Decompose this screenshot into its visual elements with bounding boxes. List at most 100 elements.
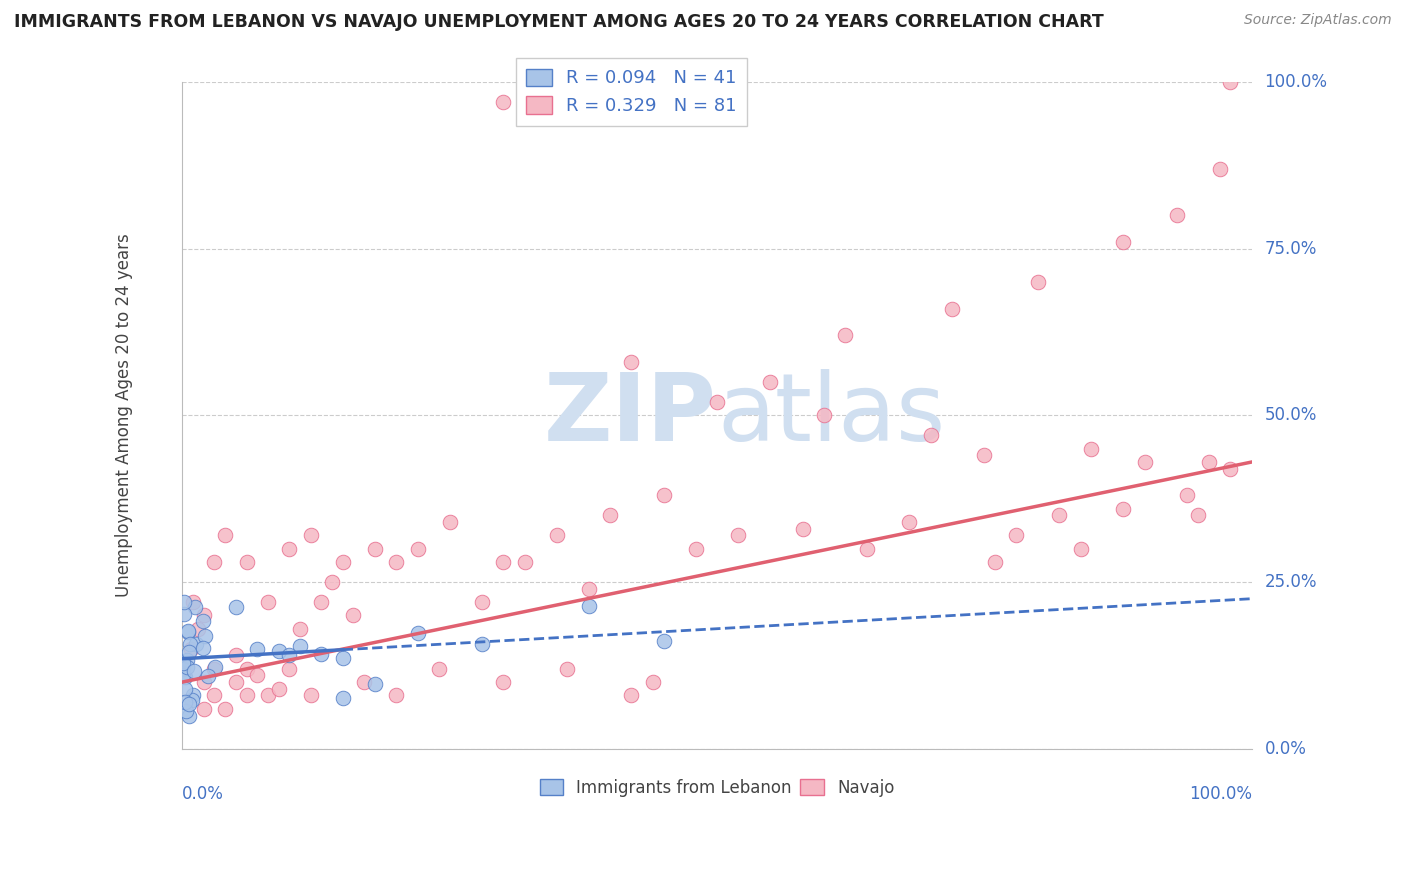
- Point: [706, 395, 728, 409]
- Point: [727, 528, 749, 542]
- Point: [191, 640, 214, 655]
- Text: atlas: atlas: [717, 369, 945, 461]
- Text: 0.0%: 0.0%: [1264, 739, 1306, 757]
- Point: [246, 641, 269, 656]
- Point: [321, 575, 343, 590]
- Text: Unemployment Among Ages 20 to 24 years: Unemployment Among Ages 20 to 24 years: [114, 234, 132, 598]
- Point: [471, 637, 494, 651]
- Point: [332, 650, 354, 665]
- Point: [179, 637, 201, 651]
- Point: [439, 515, 461, 529]
- Point: [578, 582, 600, 596]
- Point: [1198, 455, 1220, 469]
- Point: [257, 595, 280, 609]
- Point: [471, 595, 494, 609]
- Point: [427, 662, 450, 676]
- Point: [267, 681, 290, 696]
- Point: [599, 508, 621, 523]
- Point: [172, 668, 194, 682]
- Point: [1047, 508, 1070, 523]
- Point: [176, 704, 198, 718]
- Point: [813, 409, 835, 423]
- Point: [364, 541, 387, 556]
- Point: [1112, 235, 1135, 249]
- Point: [257, 689, 280, 703]
- Point: [578, 599, 600, 613]
- Point: [406, 625, 429, 640]
- Point: [364, 677, 387, 691]
- Point: [235, 662, 257, 676]
- Point: [299, 689, 322, 703]
- Point: [193, 608, 215, 623]
- Point: [973, 448, 995, 462]
- Point: [920, 428, 942, 442]
- Point: [1187, 508, 1209, 523]
- Point: [193, 675, 215, 690]
- Point: [278, 662, 301, 676]
- Point: [187, 622, 209, 636]
- Point: [204, 660, 226, 674]
- Point: [620, 689, 643, 703]
- Point: [235, 555, 257, 569]
- Point: [179, 697, 201, 711]
- Point: [1080, 442, 1102, 456]
- Text: ZIP: ZIP: [544, 369, 717, 461]
- Point: [176, 660, 198, 674]
- Point: [176, 652, 198, 666]
- Point: [1208, 161, 1230, 176]
- Point: [332, 555, 354, 569]
- Text: Source: ZipAtlas.com: Source: ZipAtlas.com: [1244, 13, 1392, 28]
- Text: 25.0%: 25.0%: [1264, 573, 1317, 591]
- Legend: Immigrants from Lebanon, Navajo: Immigrants from Lebanon, Navajo: [533, 772, 901, 804]
- Point: [641, 675, 664, 690]
- Point: [332, 691, 354, 706]
- Point: [311, 647, 333, 661]
- Text: 50.0%: 50.0%: [1264, 407, 1317, 425]
- Point: [177, 709, 200, 723]
- Point: [1026, 275, 1049, 289]
- Point: [353, 675, 375, 690]
- Point: [385, 689, 408, 703]
- Point: [204, 555, 226, 569]
- Text: 100.0%: 100.0%: [1188, 785, 1251, 804]
- Point: [1177, 488, 1199, 502]
- Point: [194, 629, 217, 643]
- Point: [1112, 501, 1135, 516]
- Point: [385, 555, 408, 569]
- Text: 75.0%: 75.0%: [1264, 240, 1317, 258]
- Point: [177, 644, 200, 658]
- Point: [1219, 461, 1241, 475]
- Point: [183, 688, 205, 702]
- Point: [191, 614, 214, 628]
- Point: [288, 622, 311, 636]
- Point: [1166, 208, 1188, 222]
- Point: [492, 675, 515, 690]
- Point: [555, 662, 578, 676]
- Point: [278, 648, 301, 663]
- Point: [267, 644, 290, 658]
- Point: [855, 541, 877, 556]
- Point: [1070, 541, 1092, 556]
- Point: [288, 639, 311, 653]
- Point: [173, 607, 195, 621]
- Point: [172, 661, 194, 675]
- Point: [214, 528, 236, 542]
- Point: [172, 657, 194, 671]
- Point: [652, 488, 675, 502]
- Text: IMMIGRANTS FROM LEBANON VS NAVAJO UNEMPLOYMENT AMONG AGES 20 TO 24 YEARS CORRELA: IMMIGRANTS FROM LEBANON VS NAVAJO UNEMPL…: [14, 13, 1104, 31]
- Point: [759, 375, 782, 389]
- Point: [834, 328, 856, 343]
- Point: [792, 522, 814, 536]
- Point: [492, 95, 515, 109]
- Point: [941, 301, 963, 316]
- Point: [204, 689, 226, 703]
- Point: [685, 541, 707, 556]
- Point: [173, 695, 195, 709]
- Point: [197, 669, 219, 683]
- Point: [177, 624, 200, 639]
- Point: [513, 555, 536, 569]
- Point: [225, 648, 247, 663]
- Point: [898, 515, 921, 529]
- Point: [204, 662, 226, 676]
- Point: [181, 693, 204, 707]
